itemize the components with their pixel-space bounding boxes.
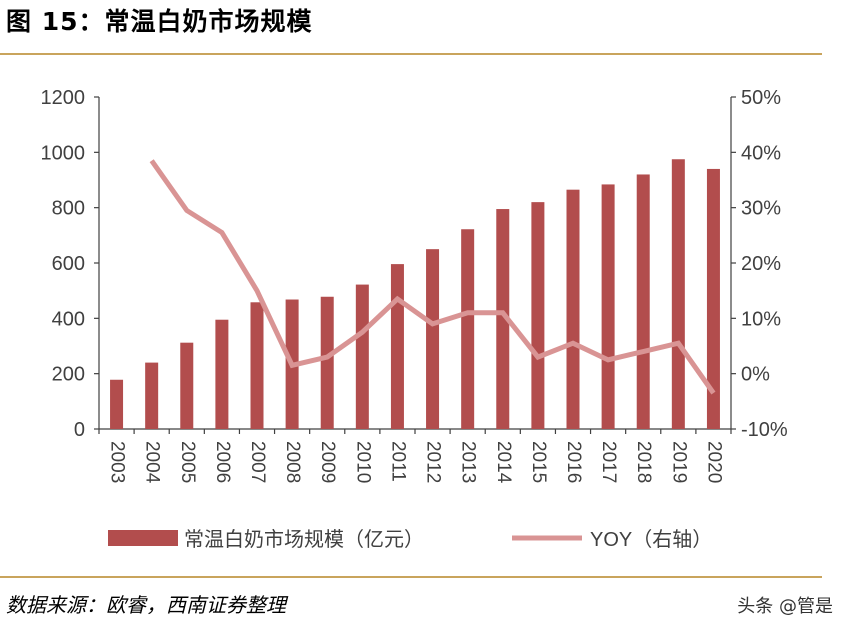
yoy-line-group bbox=[149, 159, 716, 395]
legend-bar-swatch bbox=[108, 530, 178, 546]
x-axis-tick-label: 2005 bbox=[177, 441, 198, 483]
x-axis-tick-label: 2009 bbox=[317, 441, 338, 483]
bar bbox=[671, 159, 685, 429]
x-axis-tick-label: 2020 bbox=[703, 441, 724, 483]
legend: 常温白奶市场规模（亿元） YOY（右轴） bbox=[108, 528, 712, 551]
right-axis-tick-label: 20% bbox=[741, 253, 781, 275]
bottom-rule bbox=[0, 576, 822, 578]
bar bbox=[531, 202, 545, 429]
x-axis-tick-label: 2010 bbox=[352, 441, 373, 483]
bar bbox=[320, 296, 334, 429]
x-axis-tick-label: 2014 bbox=[493, 441, 514, 484]
left-axis-tick-label: 400 bbox=[52, 308, 85, 330]
right-axis-tick-label: -10% bbox=[741, 419, 788, 441]
bar bbox=[496, 209, 510, 429]
right-axis-tick-label: 30% bbox=[741, 198, 781, 220]
figure-title: 图 15：常温白奶市场规模 bbox=[6, 7, 313, 36]
x-axis-tick-label: 2016 bbox=[563, 441, 584, 483]
bar bbox=[180, 342, 194, 429]
x-axis-tick-label: 2007 bbox=[247, 441, 268, 483]
x-axis-tick-label: 2017 bbox=[598, 441, 619, 483]
bar bbox=[390, 264, 404, 429]
top-rule bbox=[0, 53, 822, 55]
x-axis-tick-label: 2018 bbox=[633, 441, 654, 483]
right-axis-tick-label: 50% bbox=[741, 87, 781, 109]
bar bbox=[461, 229, 475, 429]
bar bbox=[636, 174, 650, 429]
x-axis-tick-label: 2006 bbox=[212, 441, 233, 483]
bar bbox=[355, 284, 369, 429]
right-axis-tick-label: 40% bbox=[741, 142, 781, 164]
x-axis-tick-label: 2015 bbox=[528, 441, 549, 483]
bar bbox=[426, 249, 440, 429]
bar bbox=[250, 302, 264, 429]
legend-line-label: YOY（右轴） bbox=[590, 528, 712, 551]
watermark-text: 头条 @管是 bbox=[737, 596, 833, 617]
x-axis-tick-label: 2003 bbox=[107, 441, 128, 483]
bar bbox=[145, 362, 159, 429]
left-axis-tick-label: 0 bbox=[74, 419, 85, 441]
bar bbox=[215, 319, 229, 429]
x-axis-tick-label: 2019 bbox=[668, 441, 689, 483]
legend-bar-label: 常温白奶市场规模（亿元） bbox=[184, 528, 424, 551]
x-axis-tick-label: 2012 bbox=[423, 441, 444, 483]
left-axis-tick-label: 200 bbox=[52, 364, 85, 386]
left-axis-tick-label: 800 bbox=[52, 198, 85, 220]
bar bbox=[601, 184, 615, 429]
x-axis-tick-label: 2004 bbox=[142, 441, 163, 484]
left-axis-tick-label: 1200 bbox=[41, 87, 86, 109]
right-axis-tick-label: 10% bbox=[741, 308, 781, 330]
bars-group bbox=[110, 159, 720, 429]
right-axis-tick-label: 0% bbox=[741, 364, 770, 386]
left-axis-tick-label: 1000 bbox=[41, 142, 86, 164]
x-axis-tick-label: 2008 bbox=[282, 441, 303, 483]
bar bbox=[110, 379, 124, 429]
bar bbox=[566, 189, 580, 429]
x-axis-tick-label: 2011 bbox=[387, 441, 408, 482]
axes-group: 0 200 400 600 800 1000 1200 -10% 0% 10% 20% 30% 40% 5… bbox=[41, 87, 788, 484]
x-axis-tick-label: 2013 bbox=[458, 441, 479, 483]
source-note: 数据来源：欧睿，西南证券整理 bbox=[6, 593, 286, 617]
bar bbox=[706, 168, 720, 429]
left-axis-tick-label: 600 bbox=[52, 253, 85, 275]
